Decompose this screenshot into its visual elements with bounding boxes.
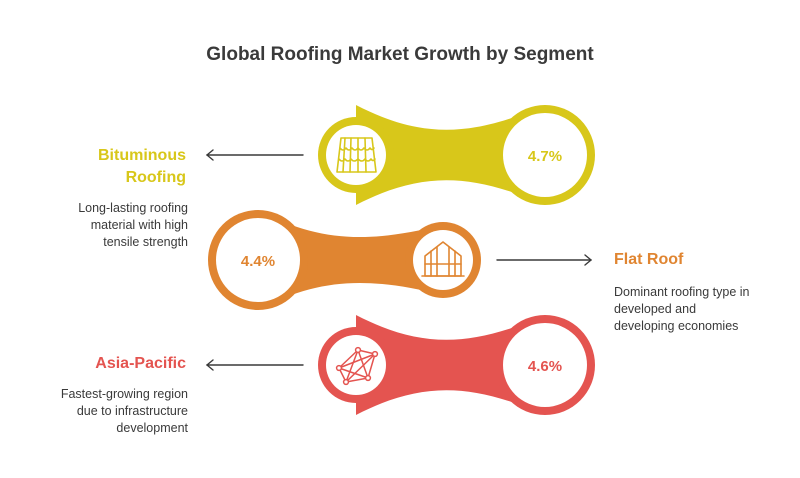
network-icon <box>335 346 379 386</box>
roof-tiles-icon <box>336 137 377 173</box>
segment-value-flat-roof: 4.4% <box>241 253 275 270</box>
greenhouse-icon <box>421 241 465 277</box>
arrow-left-asia-pacific <box>205 359 304 371</box>
segment-label-bituminous: Bituminous Roofing <box>40 145 186 189</box>
segment-value-bituminous: 4.7% <box>528 148 562 165</box>
segment-description-line: due to infrastructure <box>76 404 188 418</box>
segment-description-line: development <box>116 421 188 435</box>
segment-connector-asia-pacific <box>318 315 595 415</box>
segment-label-asia-pacific: Asia-Pacific <box>40 353 186 375</box>
segment-description-line: developing economies <box>614 319 739 333</box>
arrow-left-bituminous <box>205 149 304 161</box>
segment-label-line: Bituminous <box>98 147 186 164</box>
segment-value-asia-pacific: 4.6% <box>528 358 562 375</box>
page-title: Global Roofing Market Growth by Segment <box>206 44 594 65</box>
segment-label-line: Asia-Pacific <box>95 355 186 372</box>
segment-description-line: developed and <box>614 302 697 316</box>
segment-description-bituminous: Long-lasting roofing material with high … <box>30 200 188 251</box>
segment-description-line: Fastest-growing region <box>60 387 188 401</box>
segment-description-line: Dominant roofing type in <box>614 285 750 299</box>
segment-label-line: Flat Roof <box>614 251 684 268</box>
segment-label-line: Roofing <box>125 169 186 186</box>
segment-description-line: tensile strength <box>103 235 188 249</box>
segment-description-line: material with high <box>90 218 188 232</box>
arrow-right-flat-roof <box>496 254 593 266</box>
segment-label-flat-roof: Flat Roof <box>614 249 784 271</box>
segment-connector-flat-roof <box>208 210 481 310</box>
segment-description-flat-roof: Dominant roofing type in developed and d… <box>614 284 794 335</box>
segment-description-line: Long-lasting roofing <box>78 201 188 215</box>
segment-description-asia-pacific: Fastest-growing region due to infrastruc… <box>20 386 188 437</box>
